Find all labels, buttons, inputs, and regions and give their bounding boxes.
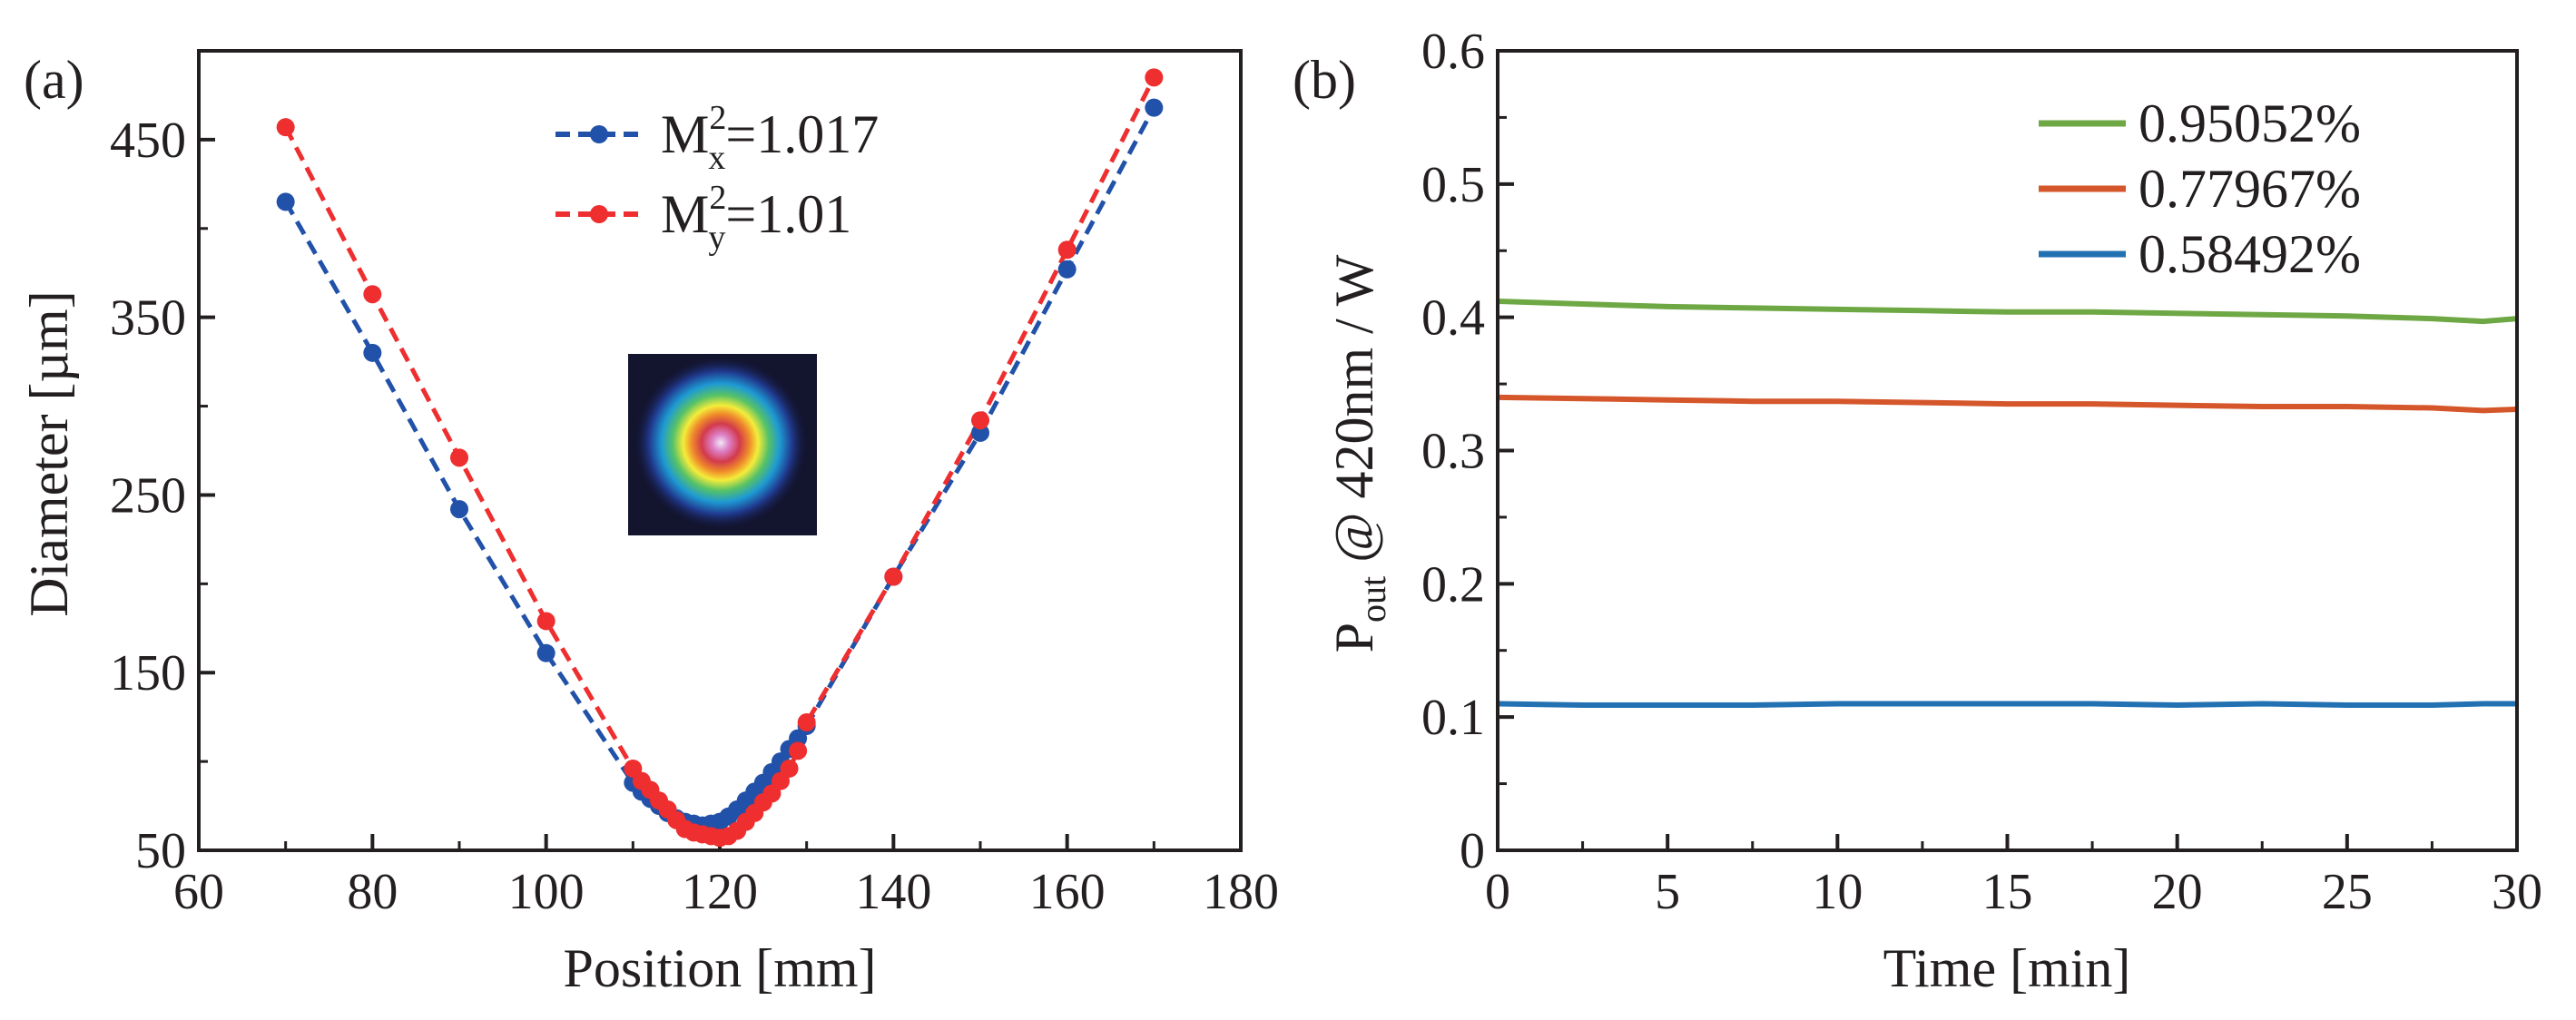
panel-a-series-1-point-1 (363, 285, 382, 304)
panel-a-frame (197, 49, 1243, 852)
panel-b-series-line-1 (1497, 394, 2518, 414)
panel-a-x-tick-label-1: 80 (347, 864, 398, 920)
panel-a-series-0-point-3 (536, 643, 556, 662)
legend-item-b-2: 0.58492% (2039, 224, 2361, 284)
panel-a-series-1-point-2 (450, 448, 468, 467)
panel-b-x-tick-label-5: 25 (2322, 864, 2373, 920)
panel-a-x-tick-label-3: 120 (682, 864, 758, 920)
legend-label-b-1: 0.77967% (2138, 159, 2361, 219)
panel-a-series-1-point-26 (971, 411, 989, 430)
panel-a-y-tick-label-2: 250 (110, 467, 186, 524)
panel-a-series-0-point-2 (450, 500, 468, 519)
panel-a-series-0-point-26 (971, 423, 989, 442)
panel-a-data-points (276, 68, 1164, 848)
panel-b-y-tick-label-1: 0.1 (1421, 690, 1485, 746)
panel-a-x-tick-label-5: 160 (1029, 864, 1106, 920)
panel-a-x-tick-label-2: 100 (508, 864, 585, 920)
panel-a-ticks: 60 80 100 120 140 160 180 50 150 250 350 450 (110, 49, 1279, 920)
panel-a-series-1-point-23 (789, 741, 808, 760)
panel-b-series-line-0 (1497, 299, 2518, 325)
panel-b-y-tick-label-6: 0.6 (1421, 24, 1485, 80)
panel-a-series-1-point-28 (1145, 68, 1164, 87)
chart-panel-a: (a) 60 80 100 120 140 160 180 50 150 250 350 450 M2… (19, 49, 1279, 998)
legend-label-mx: M2 x=1.017 (661, 99, 879, 177)
legend-item-mx: M2 x=1.017 (556, 99, 879, 177)
panel-a-series-1-point-22 (780, 759, 799, 778)
panel-a-series-1-point-27 (1057, 240, 1077, 260)
legend-item-my: M2 y=1.01 (556, 179, 851, 257)
beam-profile-inset (628, 354, 817, 535)
panel-b-y-axis-label: Pout @ 420nm / W (1324, 254, 1393, 652)
legend-label-b-0: 0.95052% (2138, 93, 2361, 153)
panel-a-series-0-point-27 (1057, 260, 1077, 279)
panel-b-y-tick-label-2: 0.2 (1421, 556, 1485, 613)
legend-item-b-1: 0.77967% (2039, 159, 2361, 219)
panel-b-legend: 0.95052% 0.77967% 0.58492% (2039, 93, 2361, 284)
beam-profile-spot (634, 356, 808, 530)
panel-b-y-tick-label-3: 0.3 (1421, 424, 1485, 480)
panel-b-ticks: 0 5 10 15 20 25 30 0 0.1 0.2 0.3 0.4 0.5 0.6 (1421, 24, 2542, 920)
panel-b-series-line-2 (1497, 701, 2517, 708)
panel-a-y-tick-label-0: 50 (135, 823, 186, 879)
panel-a-series-1-point-24 (797, 713, 816, 732)
panel-a-y-axis-label: Diameter [µm] (19, 290, 79, 616)
panel-b-frame (1496, 49, 2519, 852)
panel-b-label: (b) (1293, 50, 1356, 110)
panel-a-label: (a) (24, 50, 84, 110)
panel-b-x-tick-label-2: 10 (1812, 864, 1863, 920)
legend-label-my: M2 y=1.01 (661, 179, 851, 257)
panel-a-x-tick-label-0: 60 (173, 864, 224, 920)
panel-b-y-tick-label-5: 0.5 (1421, 157, 1485, 213)
panel-b-x-tick-label-6: 30 (2492, 864, 2542, 920)
panel-a-series-1-point-3 (536, 612, 556, 631)
panel-a-series-0-point-0 (276, 192, 295, 211)
legend-marker-my (590, 205, 608, 223)
panel-a-series-1-point-25 (884, 567, 903, 586)
panel-b-x-tick-label-1: 5 (1655, 864, 1680, 920)
panel-a-x-tick-label-6: 180 (1203, 864, 1279, 920)
legend-marker-mx (590, 125, 608, 143)
panel-a-legend: M2 x=1.017 M2 y=1.01 (556, 99, 879, 257)
panel-b-series-lines (1497, 299, 2518, 708)
panel-a-x-tick-label-4: 140 (855, 864, 931, 920)
panel-b-x-tick-label-0: 0 (1485, 864, 1510, 920)
panel-a-series-0-point-1 (363, 343, 382, 362)
panel-b-y-tick-label-0: 0 (1460, 823, 1485, 879)
panel-b-y-tick-label-4: 0.4 (1421, 290, 1485, 347)
legend-label-b-2: 0.58492% (2138, 224, 2361, 284)
panel-b-x-tick-label-4: 20 (2152, 864, 2203, 920)
panel-a-x-axis-label: Position [mm] (563, 938, 876, 998)
panel-a-series-1-point-0 (276, 118, 295, 137)
legend-item-b-0: 0.95052% (2039, 93, 2361, 153)
panel-a-y-tick-label-4: 450 (110, 113, 186, 169)
panel-a-y-tick-label-1: 150 (110, 645, 186, 701)
panel-a-series-0-point-28 (1145, 98, 1164, 117)
panel-a-y-tick-label-3: 350 (110, 290, 186, 347)
chart-panel-b: (b) 0 5 10 15 20 25 30 0 0.1 0.2 0.3 0.4 0.5 0.6 0.95… (1293, 24, 2542, 998)
panel-b-x-axis-label: Time [min] (1883, 938, 2131, 998)
panel-b-x-tick-label-3: 15 (1982, 864, 2033, 920)
